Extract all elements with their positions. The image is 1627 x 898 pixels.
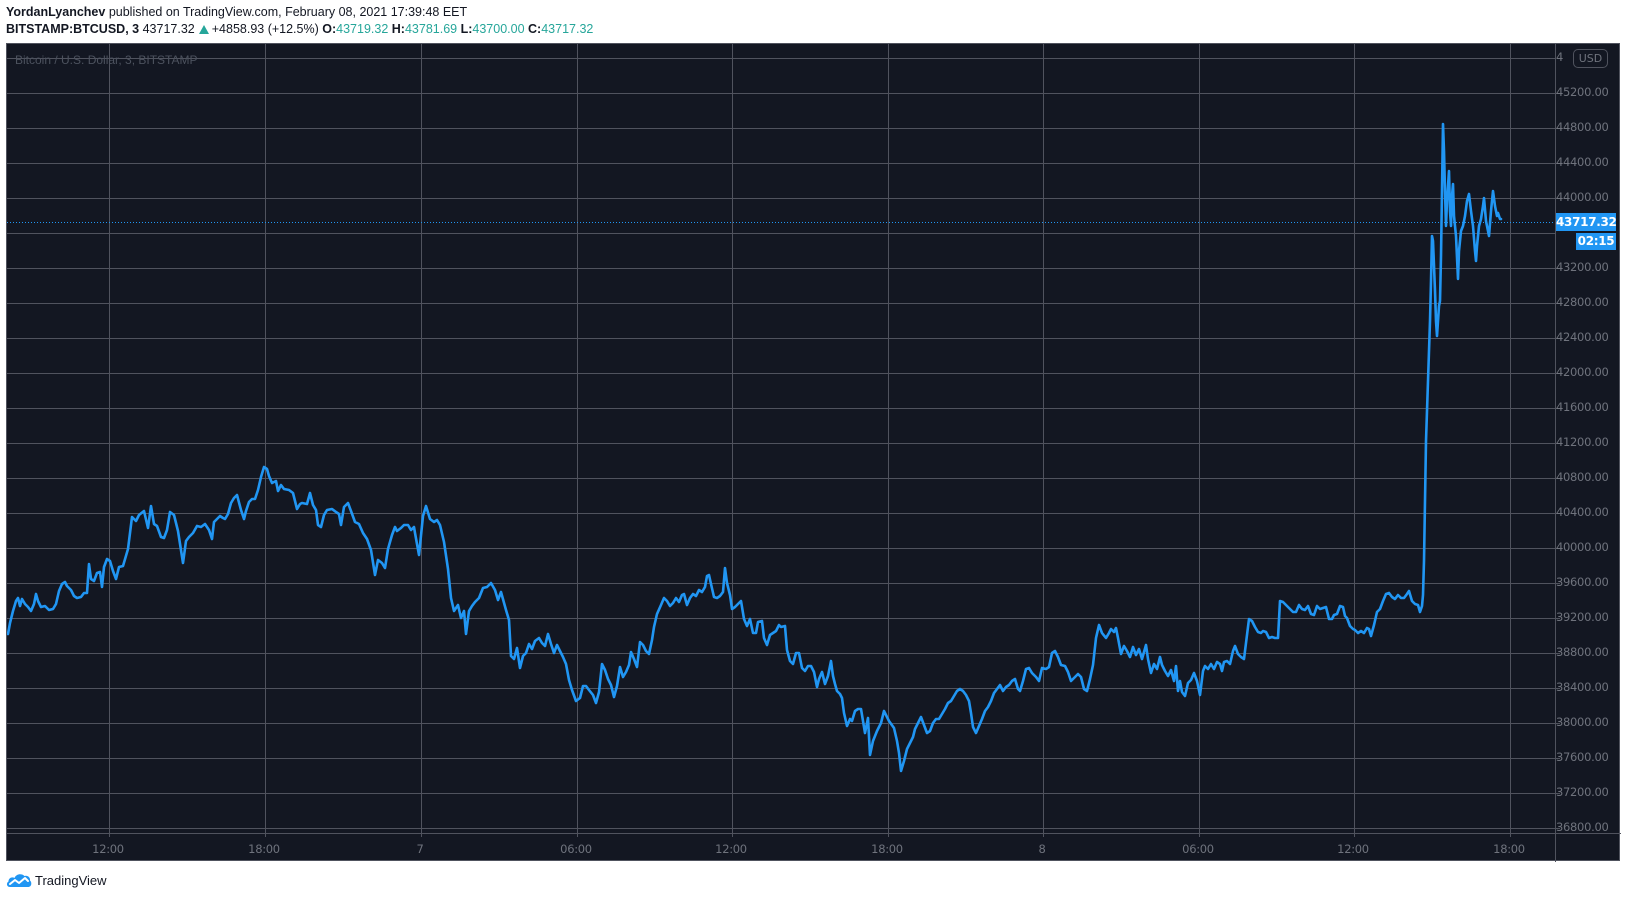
x-tick: 18:00	[248, 842, 280, 856]
x-tick: 8	[1038, 842, 1046, 856]
x-tick: 06:00	[560, 842, 592, 856]
low-value: 43700.00	[472, 22, 525, 36]
price-change: +4858.93 (+12.5%)	[211, 22, 319, 36]
x-tick: 06:00	[1182, 842, 1214, 856]
author-name[interactable]: YordanLyanchev	[6, 5, 106, 19]
grid-lines	[7, 44, 1621, 862]
y-tick: 42400.00	[1556, 330, 1609, 344]
close-label: C:	[528, 22, 542, 36]
published-text: published on TradingView.com, February 0…	[108, 5, 468, 19]
y-tick: 44000.00	[1556, 190, 1609, 204]
open-label: O:	[322, 22, 337, 36]
price-line	[7, 122, 1503, 773]
brand-name: TradingView	[35, 872, 107, 888]
tradingview-cloud-icon	[6, 874, 32, 887]
y-tick: 41600.00	[1556, 400, 1609, 414]
x-tick: 12:00	[92, 842, 124, 856]
series-legend-title: Bitcoin / U.S. Dollar, 3, BITSTAMP	[15, 53, 198, 67]
ohlc-legend: BITSTAMP:BTCUSD, 3 43717.32 +4858.93 (+12…	[6, 22, 593, 36]
y-tick: 42000.00	[1556, 365, 1609, 379]
y-tick: 45200.00	[1556, 85, 1609, 99]
y-tick: 43200.00	[1556, 260, 1609, 274]
y-tick: 39600.00	[1556, 575, 1609, 589]
y-tick: 38000.00	[1556, 715, 1609, 729]
y-tick: 40400.00	[1556, 505, 1609, 519]
publish-info: YordanLyanchev published on TradingView.…	[6, 5, 467, 19]
y-tick: 44800.00	[1556, 120, 1609, 134]
last-price: 43717.32	[142, 22, 195, 36]
last-price-tag: 43717.32	[1556, 213, 1617, 231]
y-tick-top: 4	[1556, 50, 1564, 64]
high-label: H:	[391, 22, 405, 36]
y-tick: 39200.00	[1556, 610, 1609, 624]
x-tick: 7	[416, 842, 424, 856]
close-value: 43717.32	[541, 22, 594, 36]
chart-pane[interactable]: Bitcoin / U.S. Dollar, 3, BITSTAMP	[6, 43, 1621, 862]
high-value: 43781.69	[404, 22, 458, 36]
y-tick: 40800.00	[1556, 470, 1609, 484]
y-tick: 42800.00	[1556, 295, 1609, 309]
tradingview-logo[interactable]: TradingView	[6, 870, 107, 890]
price-plot[interactable]	[7, 44, 1621, 862]
x-tick: 12:00	[715, 842, 747, 856]
x-tick: 12:00	[1337, 842, 1369, 856]
symbol-label: BITSTAMP:BTCUSD, 3	[6, 22, 140, 36]
y-tick: 38800.00	[1556, 645, 1609, 659]
currency-badge[interactable]: USD	[1573, 49, 1608, 68]
y-tick: 37600.00	[1556, 750, 1609, 764]
x-tick: 18:00	[871, 842, 903, 856]
y-tick: 36800.00	[1556, 820, 1609, 832]
up-arrow-icon	[198, 25, 209, 34]
y-tick: 44400.00	[1556, 155, 1609, 169]
x-tick: 18:00	[1493, 842, 1525, 856]
y-tick: 38400.00	[1556, 680, 1609, 694]
y-tick: 37200.00	[1556, 785, 1609, 799]
y-tick: 40000.00	[1556, 540, 1609, 554]
low-label: L:	[460, 22, 473, 36]
open-value: 43719.32	[336, 22, 389, 36]
y-tick: 41200.00	[1556, 435, 1609, 449]
bar-countdown: 02:15	[1576, 233, 1616, 250]
